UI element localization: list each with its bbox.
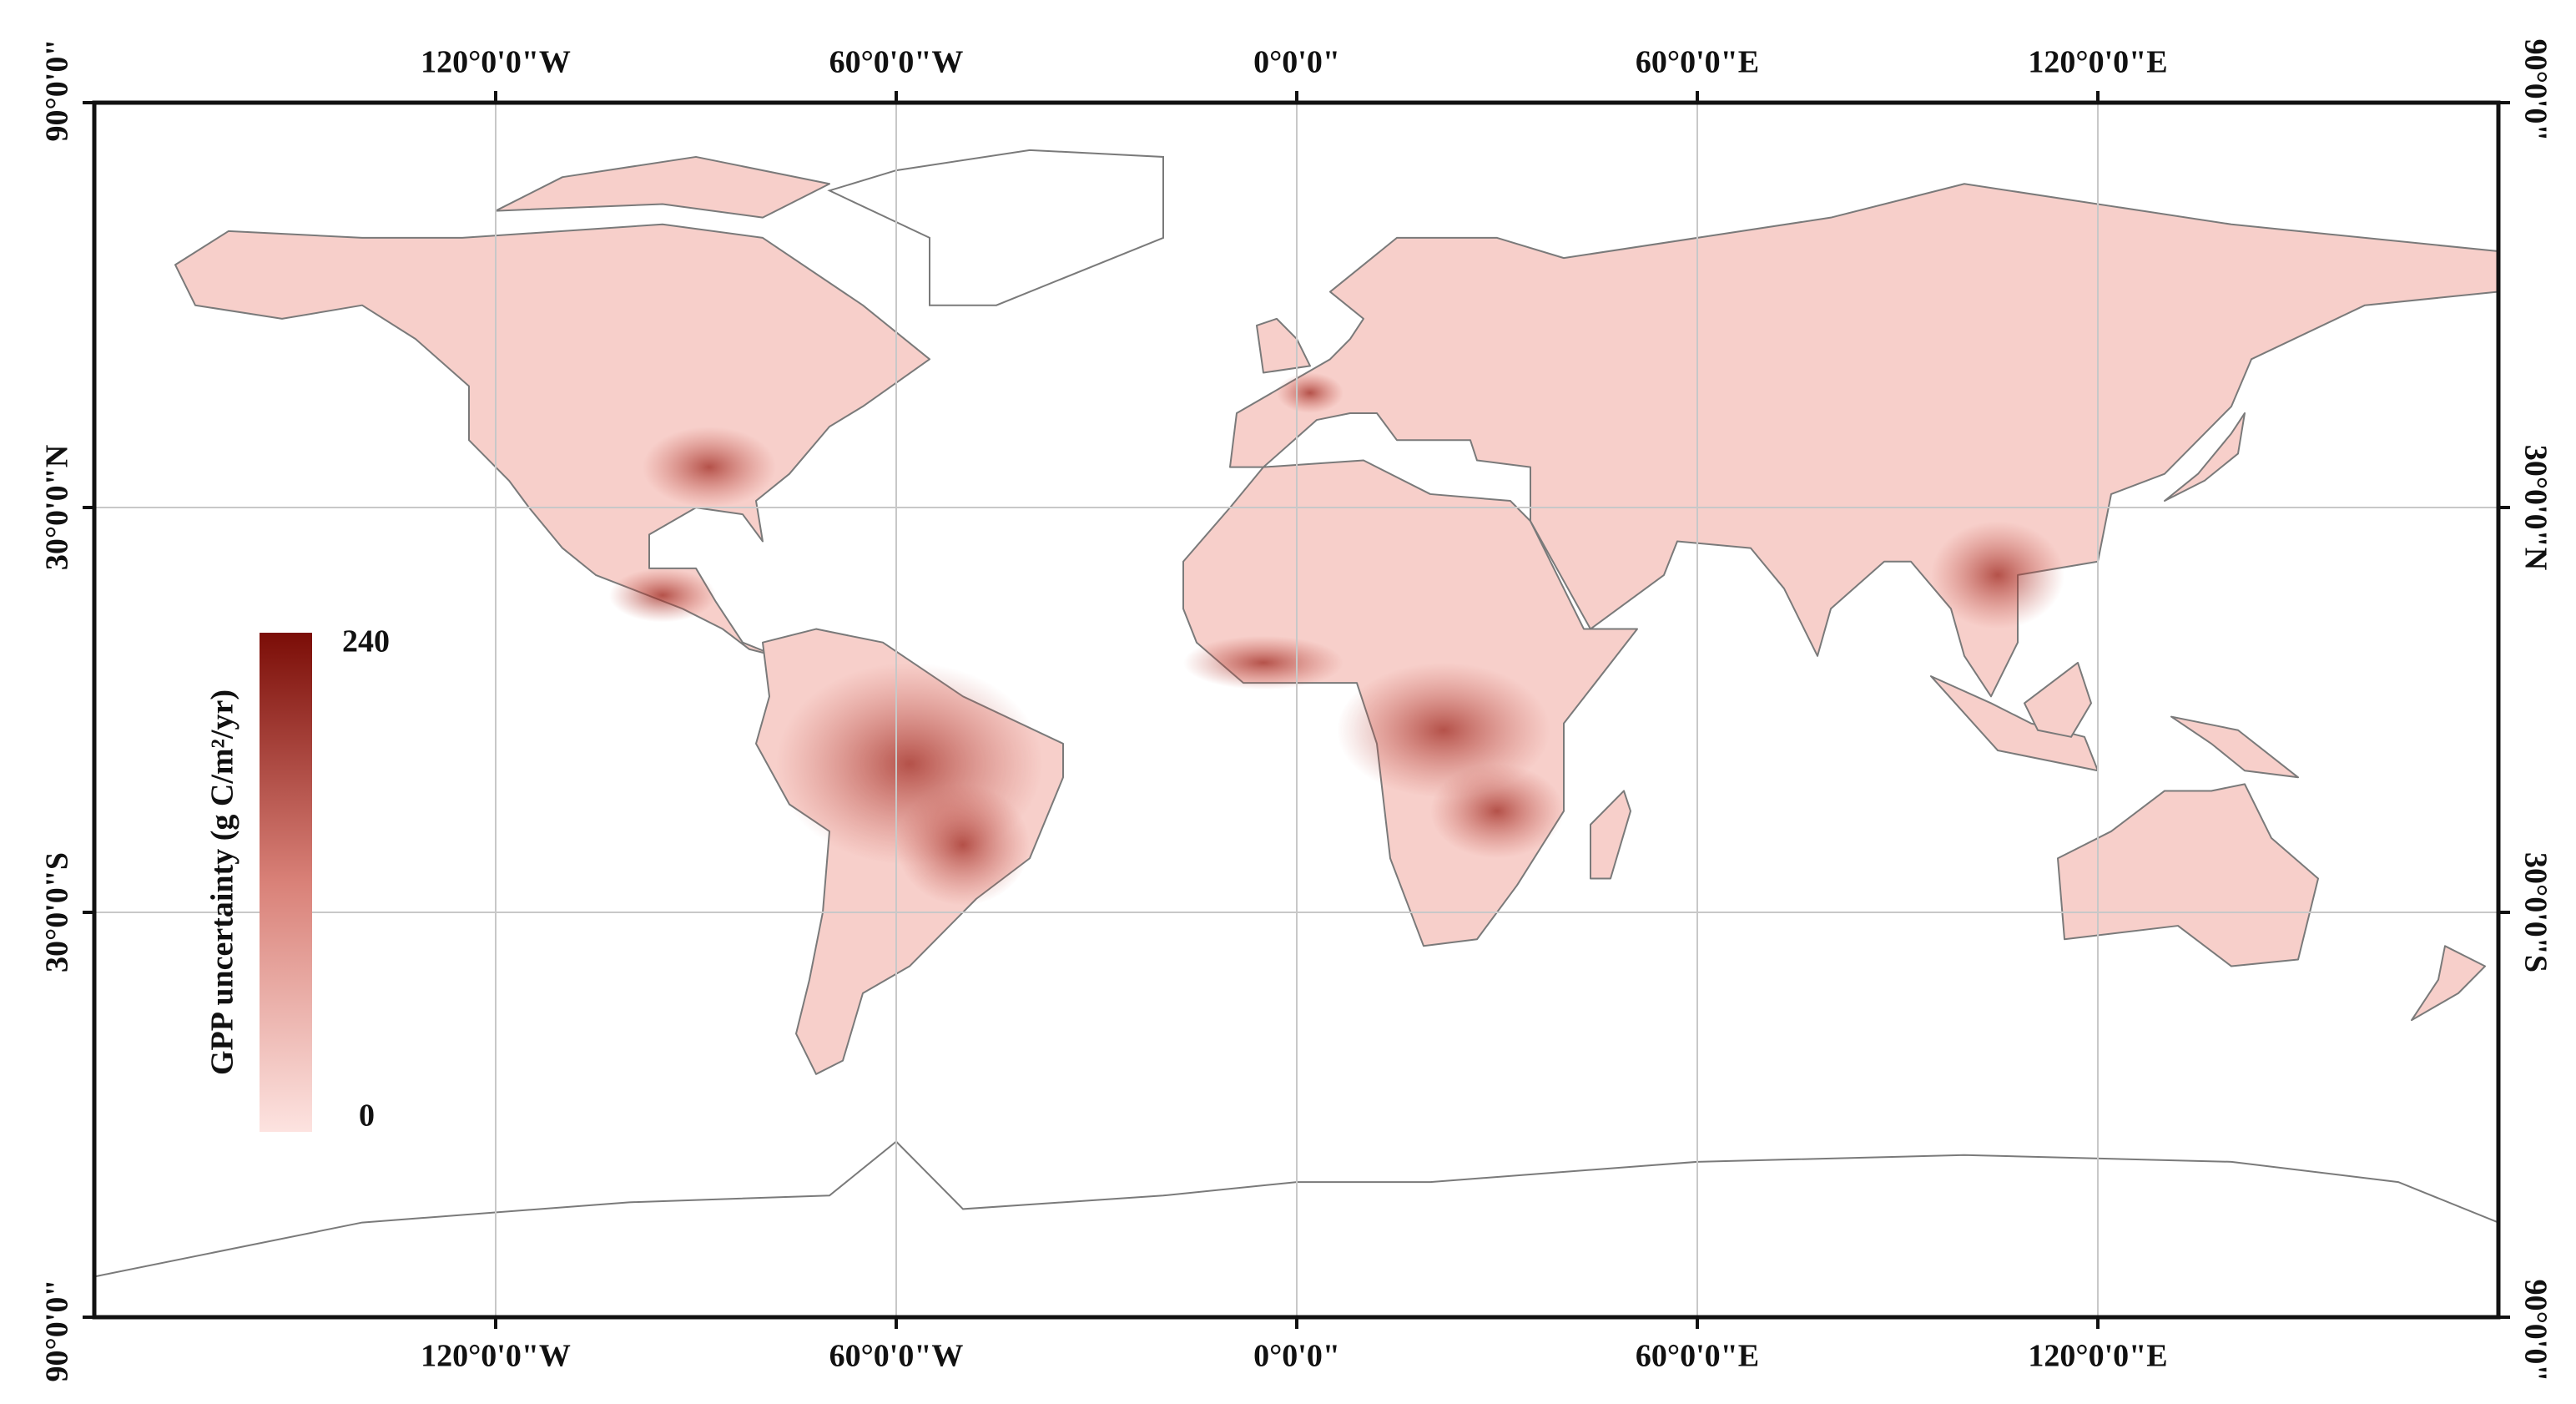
australia	[2058, 784, 2318, 966]
hotspot	[1183, 635, 1343, 690]
land-layer	[95, 150, 2498, 1317]
top-label: 60°0'0"E	[1636, 45, 1759, 80]
legend-max: 240	[342, 624, 390, 659]
top-label: 120°0'0"E	[2028, 45, 2167, 80]
bottom-label: 120°0'0"E	[2028, 1339, 2167, 1374]
hotspot	[1430, 764, 1564, 859]
bottom-label: 60°0'0"E	[1636, 1339, 1759, 1374]
right-label: 30°0'0"N	[2518, 445, 2553, 570]
right-label: 30°0'0"S	[2518, 852, 2553, 972]
bottom-label: 0°0'0"	[1253, 1339, 1340, 1374]
right-label: 90°0'0"	[2518, 1280, 2553, 1382]
hotspot	[1337, 662, 1550, 798]
japan	[2165, 413, 2245, 501]
indonesia	[1931, 676, 2098, 770]
legend-title: GPP uncertainty (g C/m²/yr)	[205, 689, 240, 1075]
top-label: 0°0'0"	[1253, 45, 1340, 80]
right-label: 90°0'0"	[2518, 39, 2553, 142]
left-label: 30°0'0"S	[40, 852, 75, 972]
hotspot	[609, 568, 716, 623]
borneo	[2024, 663, 2091, 737]
bottom-label: 120°0'0"W	[421, 1339, 571, 1374]
left-label: 30°0'0"N	[40, 445, 75, 570]
madagascar	[1590, 790, 1631, 878]
hotspot	[643, 427, 776, 508]
hotspot	[1931, 521, 2064, 629]
hotspot	[1277, 372, 1343, 413]
graticule	[83, 91, 2510, 1329]
left-label: 90°0'0"	[40, 39, 75, 142]
legend: GPP uncertainty (g C/m²/yr) 240 0	[205, 624, 390, 1134]
top-label: 60°0'0"W	[829, 45, 964, 80]
arctic-islands	[496, 157, 829, 218]
north-america	[175, 225, 930, 656]
new-guinea	[2171, 717, 2298, 778]
map-frame	[92, 100, 2501, 1320]
left-label: 90°0'0"	[40, 1280, 75, 1382]
eurasia	[1230, 184, 2498, 696]
legend-color-bar	[260, 633, 312, 1132]
coordinate-labels: 120°0'0"W 60°0'0"W 0°0'0" 60°0'0"E 120°0'0"E…	[40, 39, 2553, 1382]
new-zealand	[2412, 946, 2485, 1020]
hotspot	[896, 784, 1030, 906]
legend-min: 0	[359, 1098, 375, 1134]
bottom-label: 60°0'0"W	[829, 1339, 964, 1374]
top-label: 120°0'0"W	[421, 45, 571, 80]
